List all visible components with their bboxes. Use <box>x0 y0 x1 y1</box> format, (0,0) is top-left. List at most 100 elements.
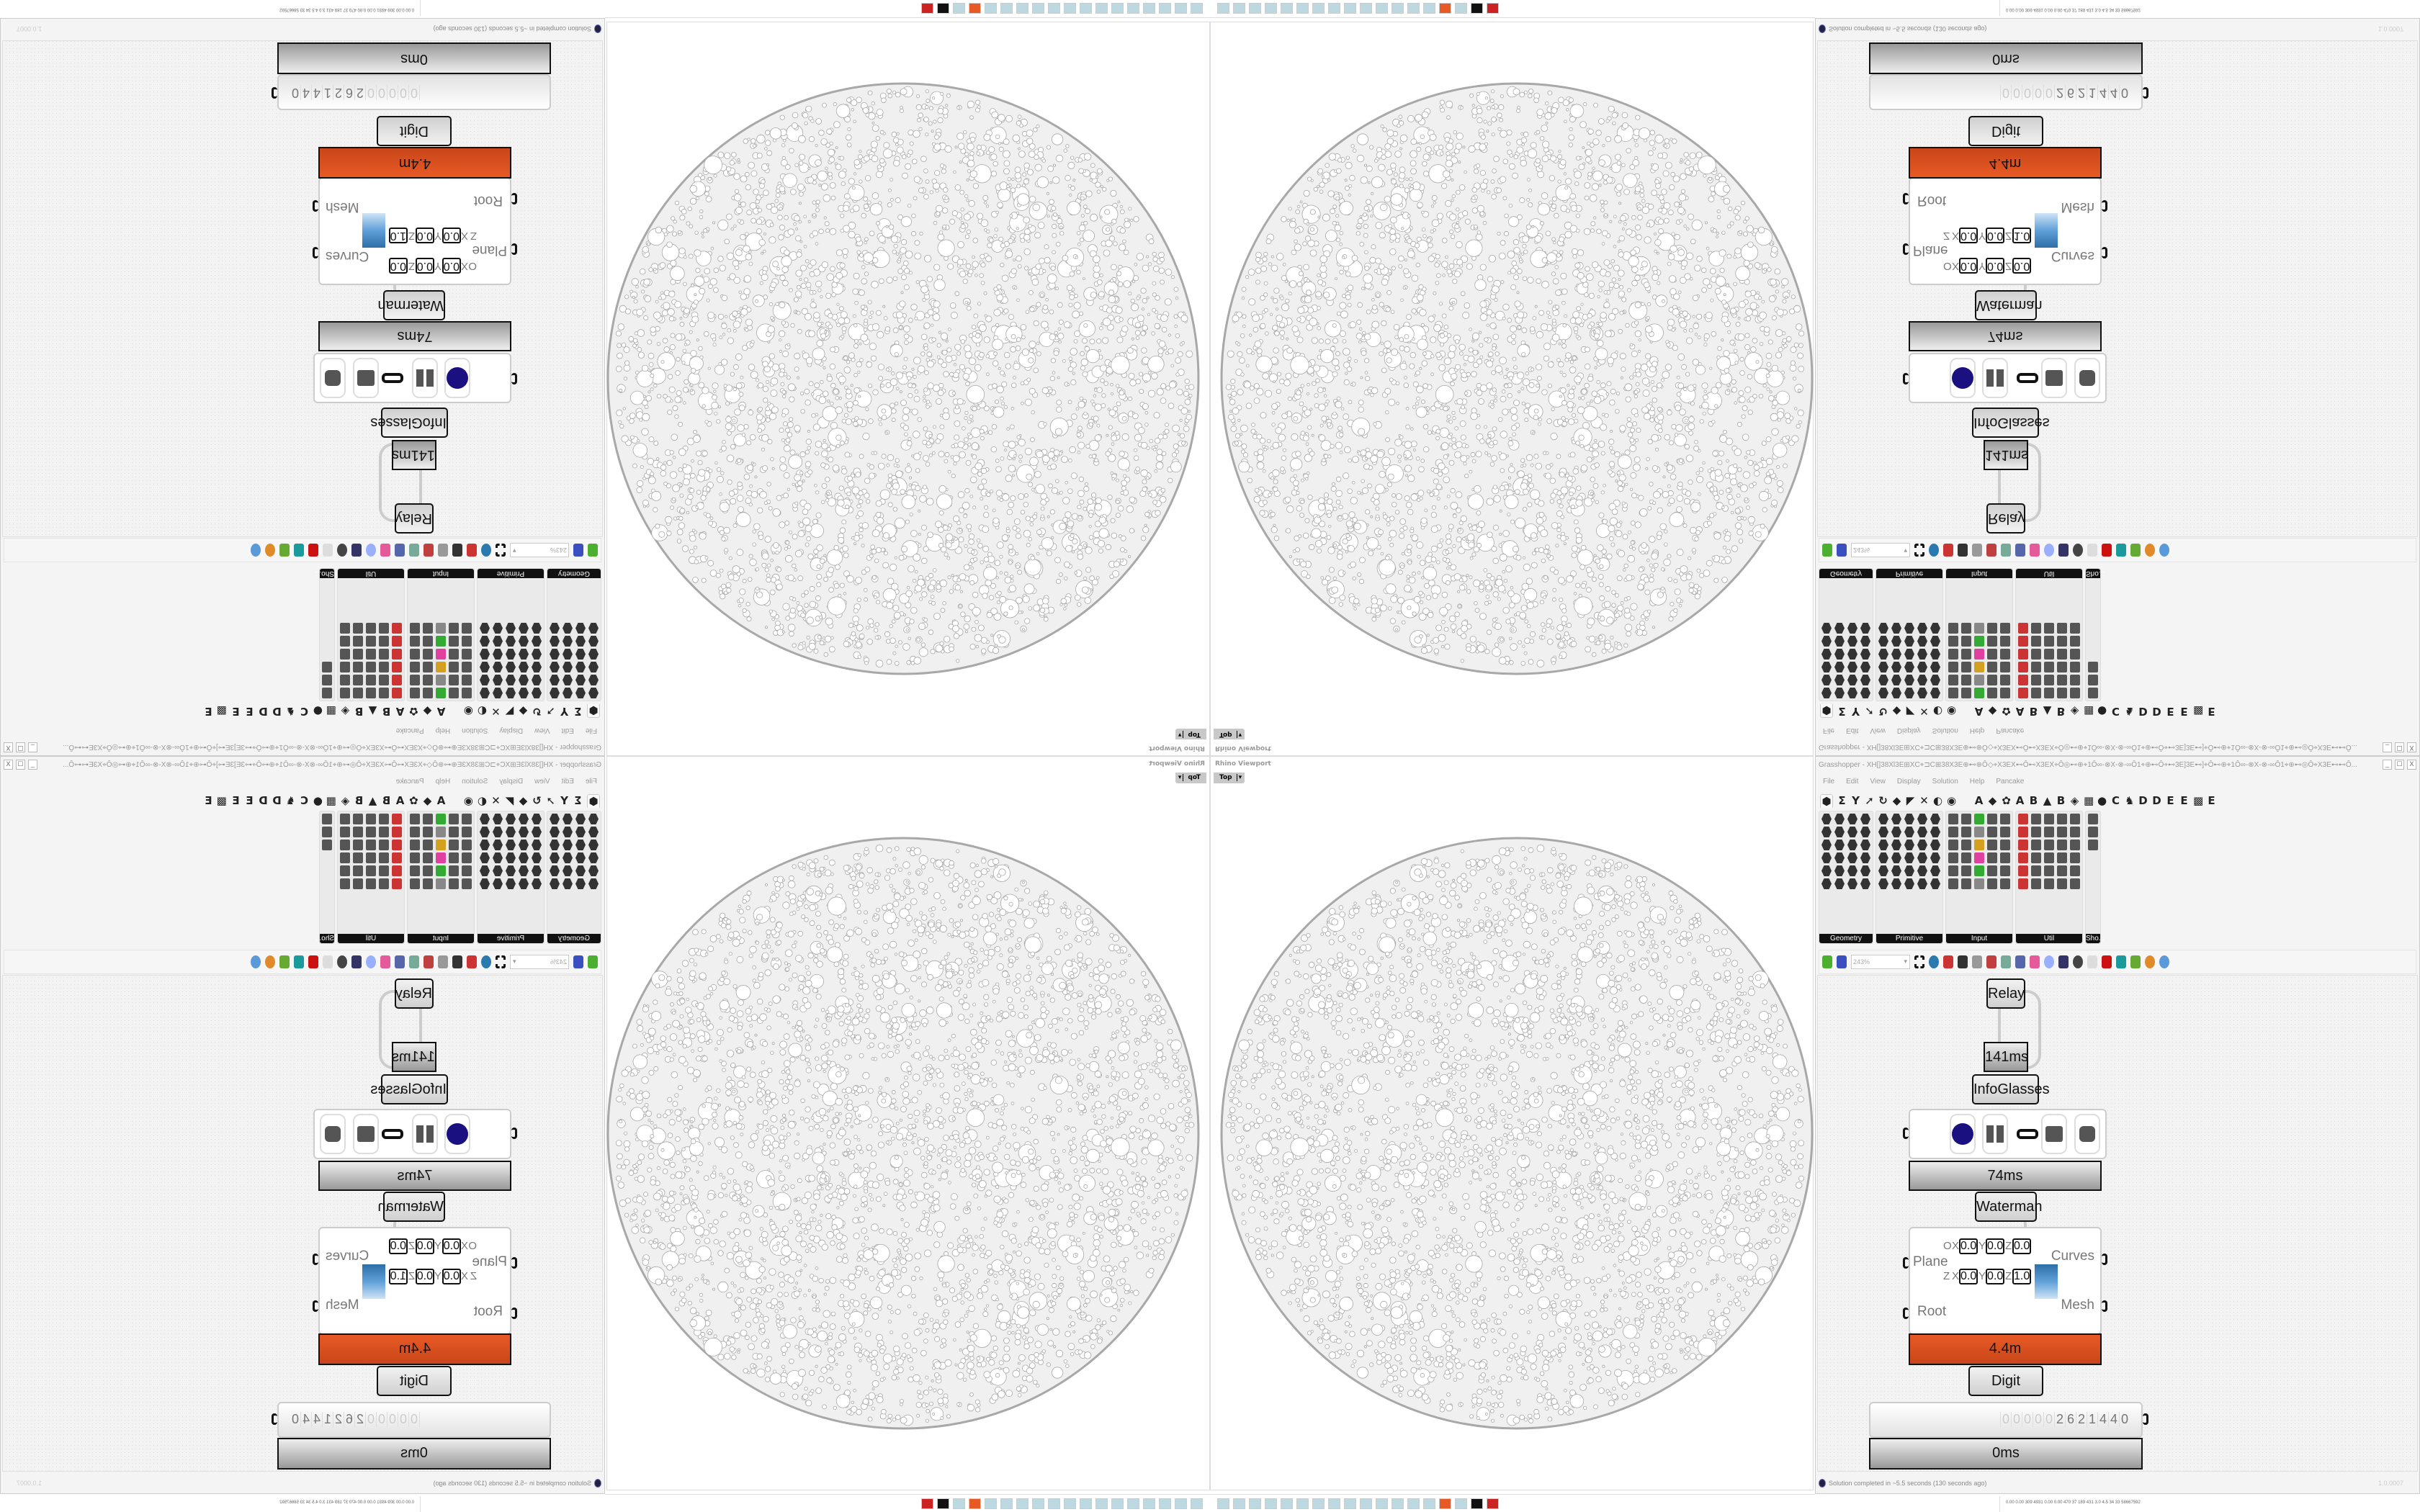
digit[interactable]: 4 <box>2108 1412 2119 1427</box>
menu-item-display[interactable]: Display <box>1896 778 1921 786</box>
component-icon[interactable] <box>1948 840 1958 850</box>
email-icon[interactable] <box>1972 955 1982 968</box>
digit[interactable]: 4 <box>2097 1412 2108 1427</box>
search-icon[interactable] <box>2015 955 2025 968</box>
digit[interactable]: 0 <box>2000 1412 2011 1427</box>
view-dropdown[interactable]: Top▾ <box>1175 773 1206 783</box>
view-dropdown[interactable]: Top▾ <box>1214 773 1245 783</box>
component-icon[interactable] <box>1961 878 1971 889</box>
component-icon[interactable] <box>1847 865 1857 876</box>
waterman-label[interactable]: Waterman <box>1975 1192 2043 1222</box>
tab-item[interactable]: ▲ <box>2043 794 2052 807</box>
component-icon[interactable] <box>2031 865 2041 876</box>
component-icon[interactable] <box>1904 865 1914 876</box>
tab-item[interactable]: D <box>2152 794 2161 807</box>
component-icon[interactable] <box>1878 865 1888 876</box>
component-icon[interactable] <box>2018 840 2028 850</box>
component-icon[interactable] <box>1917 865 1927 876</box>
tab-item[interactable]: B <box>2029 794 2038 807</box>
component-icon[interactable] <box>2018 852 2028 863</box>
component-icon[interactable] <box>1821 878 1832 889</box>
package-icon[interactable] <box>2030 955 2040 968</box>
save-icon[interactable] <box>1837 955 1847 968</box>
plane-value-input[interactable]: 0.0 <box>1959 1269 1978 1284</box>
zoom-level-input[interactable]: 243% <box>1851 955 1910 969</box>
taskbar-app-icon[interactable] <box>1407 1498 1420 1509</box>
palette-group-label[interactable]: Input <box>1946 934 2012 943</box>
rhino-viewport[interactable]: Rhino Viewport Top▾ <box>1210 756 1814 1490</box>
menu-item-solution[interactable]: Solution <box>1932 778 1958 786</box>
component-icon[interactable] <box>1834 840 1845 850</box>
component-icon[interactable] <box>1878 840 1888 850</box>
component-icon[interactable] <box>2044 865 2054 876</box>
component-icon[interactable] <box>1974 827 1984 837</box>
component-icon[interactable] <box>2044 878 2054 889</box>
mesh-settings-icon[interactable] <box>2130 955 2141 968</box>
component-icon[interactable] <box>2031 878 2041 889</box>
taskbar-app-icon[interactable] <box>1487 1498 1499 1509</box>
tab-item[interactable]: ◐ <box>1933 794 1943 807</box>
taskbar-app-icon[interactable] <box>1328 1498 1340 1509</box>
component-icon[interactable] <box>2057 814 2067 824</box>
component-icon[interactable] <box>1878 827 1888 837</box>
component-icon[interactable] <box>1834 852 1845 863</box>
component-icon[interactable] <box>1961 827 1971 837</box>
component-icon[interactable] <box>1987 878 1997 889</box>
component-icon[interactable] <box>2044 852 2054 863</box>
palette-group-label[interactable]: Util <box>2016 934 2082 943</box>
tab-item[interactable]: D <box>2138 794 2148 807</box>
component-icon[interactable] <box>1847 852 1857 863</box>
component-icon[interactable] <box>1930 827 1940 837</box>
component-icon[interactable] <box>1904 827 1914 837</box>
component-icon[interactable] <box>1821 865 1832 876</box>
tab-item[interactable]: ▦ <box>2084 794 2094 807</box>
grasshopper-canvas[interactable]: Relay 141ms InfoGlasses 74ms Waterman Pl… <box>1817 975 2418 1472</box>
component-icon[interactable] <box>2070 827 2080 837</box>
component-icon[interactable] <box>2044 827 2054 837</box>
tab-item[interactable]: E <box>2180 794 2188 807</box>
component-icon[interactable] <box>2000 852 2010 863</box>
infoglasses-label[interactable]: InfoGlasses <box>1972 1074 2050 1104</box>
tab-item[interactable]: A <box>1974 794 1984 807</box>
palette-group-label[interactable]: Sho... <box>2086 934 2105 943</box>
sketch-icon[interactable] <box>1943 955 1953 968</box>
sphere-icon[interactable] <box>2159 955 2169 968</box>
component-icon[interactable] <box>1974 852 1984 863</box>
tab-item[interactable]: ◆ <box>1892 794 1901 807</box>
relay-component[interactable]: Relay <box>1986 978 2025 1009</box>
component-icon[interactable] <box>1974 865 1984 876</box>
taskbar-app-icon[interactable] <box>1392 1498 1404 1509</box>
palette-group-label[interactable]: Geometry <box>1819 934 1873 943</box>
tab-item[interactable]: E <box>2166 794 2174 807</box>
tab-item[interactable]: ◉ <box>1947 794 1957 807</box>
component-icon[interactable] <box>2000 827 2010 837</box>
component-icon[interactable] <box>2000 840 2010 850</box>
digit[interactable]: 0 <box>2011 1412 2022 1427</box>
component-icon[interactable] <box>1891 827 1901 837</box>
component-icon[interactable] <box>1948 814 1958 824</box>
component-icon[interactable] <box>1930 865 1940 876</box>
component-icon[interactable] <box>2018 814 2028 824</box>
component-icon[interactable] <box>2044 840 2054 850</box>
component-icon[interactable] <box>1987 814 1997 824</box>
plane-input-port[interactable] <box>1903 1257 1909 1269</box>
tab-item[interactable]: Y <box>1852 794 1860 807</box>
component-icon[interactable] <box>1878 878 1888 889</box>
digit[interactable]: 0 <box>2033 1412 2043 1427</box>
taskbar-app-icon[interactable] <box>1233 1498 1245 1509</box>
image-icon[interactable] <box>2001 955 2011 968</box>
component-icon[interactable] <box>1948 852 1958 863</box>
component-icon[interactable] <box>1878 814 1888 824</box>
component-icon[interactable] <box>1891 852 1901 863</box>
component-icon[interactable] <box>1961 865 1971 876</box>
component-icon[interactable] <box>1987 865 1997 876</box>
component-icon[interactable] <box>1847 878 1857 889</box>
digit[interactable]: 2 <box>2076 1412 2087 1427</box>
digit[interactable]: 1 <box>2087 1412 2097 1427</box>
component-icon[interactable] <box>2057 827 2067 837</box>
menu-item-pancake[interactable]: Pancake <box>1996 778 2025 786</box>
new-file-icon[interactable] <box>1822 955 1832 968</box>
tab-item[interactable]: ⬢ <box>1820 793 1833 808</box>
taskbar-app-icon[interactable] <box>1281 1498 1293 1509</box>
